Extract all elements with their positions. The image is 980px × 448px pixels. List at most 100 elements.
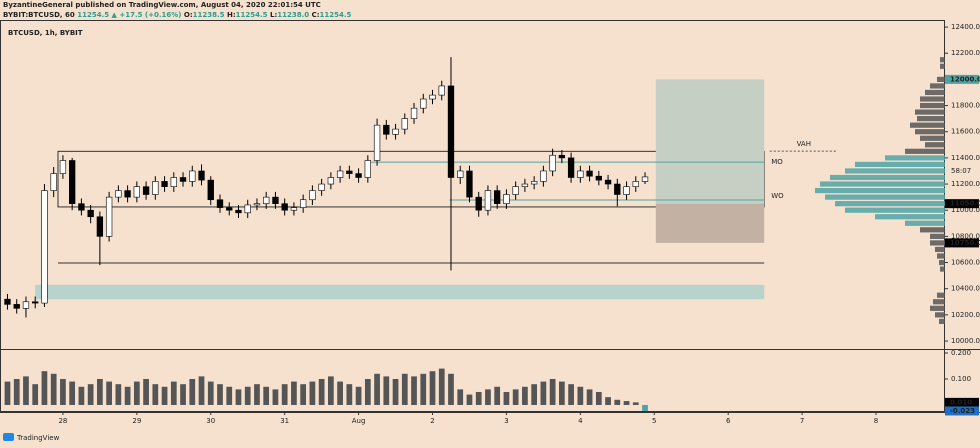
indicator-bar bbox=[13, 378, 20, 405]
indicator-bar bbox=[632, 402, 639, 405]
candle-body bbox=[309, 190, 316, 201]
ohlc-key: C: bbox=[312, 11, 320, 19]
indicator-bar bbox=[124, 386, 131, 405]
indicator-bar bbox=[586, 389, 593, 405]
y-tick-label: 0.100 bbox=[951, 375, 971, 383]
profile-bar bbox=[925, 89, 945, 96]
indicator-bar bbox=[503, 391, 510, 405]
x-tick-label: 4 bbox=[578, 417, 583, 425]
indicator-bar bbox=[392, 378, 399, 405]
y-tick-label: 0.200 bbox=[951, 349, 971, 357]
indicator-bar bbox=[87, 384, 94, 405]
candle-body bbox=[189, 170, 196, 182]
candle-body bbox=[96, 216, 104, 237]
candle-body bbox=[429, 94, 436, 100]
candle-body bbox=[161, 181, 168, 187]
indicator-bar bbox=[180, 384, 186, 405]
value-badge-label: -0.023 bbox=[950, 407, 975, 415]
profile-bar bbox=[915, 129, 945, 135]
indicator-bar bbox=[50, 373, 57, 405]
candle-body bbox=[41, 190, 48, 304]
candle-body bbox=[503, 194, 510, 204]
indicator-bar bbox=[161, 386, 168, 405]
x-tick-label: 6 bbox=[726, 417, 731, 425]
indicator-bar bbox=[291, 381, 297, 405]
candle-body bbox=[115, 190, 122, 198]
indicator-bar bbox=[568, 384, 574, 405]
candle-body bbox=[364, 160, 371, 178]
y-tick-label: 12200.0 bbox=[951, 49, 980, 57]
indicator-bar bbox=[152, 384, 159, 405]
indicator-bar bbox=[69, 381, 76, 405]
candle-body bbox=[540, 170, 547, 182]
candle-body bbox=[152, 181, 159, 195]
candle-body bbox=[272, 196, 279, 204]
indicator-bar bbox=[512, 389, 519, 405]
candle-body bbox=[447, 85, 455, 178]
profile-bar bbox=[937, 292, 945, 298]
y-tick-label: 10000.0 bbox=[951, 337, 980, 345]
candle-body bbox=[32, 301, 39, 304]
y-tick-label: 11600.0 bbox=[951, 128, 980, 136]
value-badge bbox=[945, 406, 979, 416]
candle-body bbox=[235, 209, 242, 214]
profile-bar bbox=[925, 142, 945, 148]
candle-body bbox=[475, 196, 482, 211]
indicator-bar bbox=[318, 378, 325, 405]
ohlc-value: 11238.5 bbox=[193, 11, 225, 19]
zone bbox=[655, 203, 765, 243]
published-line: ByzantineGeneral published on TradingVie… bbox=[3, 1, 321, 9]
indicator-bar bbox=[41, 371, 48, 405]
candle-body bbox=[595, 175, 602, 181]
candle-body bbox=[614, 183, 621, 195]
y-tick-label: 11800.0 bbox=[951, 102, 980, 110]
zone bbox=[35, 284, 765, 300]
candle-body bbox=[336, 170, 344, 178]
indicator-bar bbox=[485, 389, 491, 405]
candle-body bbox=[87, 209, 94, 218]
candle-body bbox=[244, 204, 251, 214]
profile-bar bbox=[935, 312, 945, 318]
candle-body bbox=[355, 173, 362, 178]
candle-body bbox=[198, 170, 205, 181]
brand: TradingView bbox=[16, 434, 60, 442]
candle-body bbox=[142, 186, 150, 195]
price-badge bbox=[945, 238, 979, 248]
indicator-bar bbox=[438, 368, 445, 405]
indicator-bar bbox=[60, 378, 66, 405]
price-badge bbox=[945, 199, 979, 209]
x-tick-label: 7 bbox=[800, 417, 804, 425]
indicator-bar bbox=[198, 376, 205, 405]
ohlc-key: H: bbox=[227, 11, 236, 19]
candle-body bbox=[549, 154, 556, 172]
profile-bar bbox=[830, 174, 945, 181]
indicator-bar bbox=[522, 386, 528, 405]
price-badge bbox=[945, 74, 979, 84]
profile-bar bbox=[940, 266, 945, 272]
countdown: 58:07 bbox=[951, 167, 971, 175]
price-badge-label: 12000.0 bbox=[950, 75, 980, 83]
y-tick-label: 10800.0 bbox=[951, 232, 980, 240]
ohlc-value: 11238.0 bbox=[277, 11, 309, 19]
candle-body bbox=[410, 107, 418, 119]
indicator-bar bbox=[401, 373, 408, 405]
candle-body bbox=[78, 203, 85, 211]
indicator-bar bbox=[549, 378, 556, 405]
indicator-bar bbox=[328, 376, 334, 405]
candle-body bbox=[216, 199, 224, 208]
change: 11254.5 ▲ +17.5 (+0.16%) bbox=[77, 11, 181, 19]
indicator-bar bbox=[235, 389, 242, 405]
candle-body bbox=[567, 157, 575, 178]
x-tick-label: 3 bbox=[504, 417, 508, 425]
ohlc-line: BYBIT:BTCUSD, 60 11254.5 ▲ +17.5 (+0.16%… bbox=[3, 11, 352, 19]
candle-body bbox=[22, 301, 30, 309]
indicator-bar bbox=[540, 381, 547, 405]
profile-bar bbox=[937, 253, 945, 259]
indicator-bar bbox=[429, 371, 436, 405]
candle-body bbox=[623, 186, 630, 195]
indicator-bar bbox=[272, 389, 279, 405]
indicator-bar bbox=[605, 397, 611, 405]
indicator-bar bbox=[32, 384, 39, 405]
indicator-bar bbox=[448, 373, 454, 405]
